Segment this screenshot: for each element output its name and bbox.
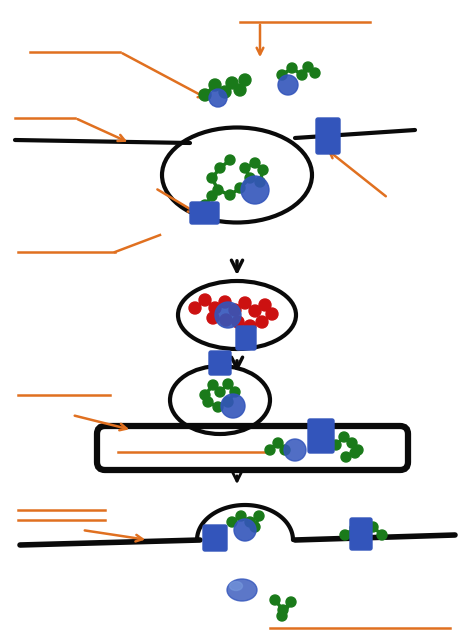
Circle shape [259,299,271,311]
Circle shape [223,379,233,389]
Circle shape [203,397,213,407]
Circle shape [310,68,320,78]
Circle shape [239,74,251,86]
Circle shape [258,165,268,175]
Circle shape [235,183,245,193]
Circle shape [200,200,210,210]
Circle shape [226,77,238,89]
FancyBboxPatch shape [203,525,227,551]
Circle shape [297,70,307,80]
Circle shape [353,445,363,455]
Circle shape [340,530,350,540]
Circle shape [286,597,296,607]
Circle shape [220,314,232,326]
Circle shape [266,308,278,320]
Circle shape [225,155,235,165]
Circle shape [270,595,280,605]
Circle shape [255,177,265,187]
Circle shape [341,452,351,462]
FancyBboxPatch shape [209,351,231,375]
Circle shape [199,294,211,306]
Circle shape [215,387,225,397]
Circle shape [189,302,201,314]
Circle shape [339,432,349,442]
Circle shape [199,89,211,101]
Circle shape [227,517,237,527]
Circle shape [284,439,306,461]
Circle shape [209,79,221,91]
FancyBboxPatch shape [316,118,340,154]
Circle shape [287,63,297,73]
Circle shape [230,387,240,397]
Circle shape [244,320,256,332]
Circle shape [280,445,290,455]
Circle shape [207,191,217,201]
FancyBboxPatch shape [190,202,219,224]
Circle shape [249,305,261,317]
Circle shape [245,517,255,527]
Ellipse shape [227,579,257,601]
Circle shape [250,522,260,532]
Circle shape [377,530,387,540]
Circle shape [213,402,223,412]
Circle shape [250,158,260,168]
Circle shape [245,173,255,183]
Circle shape [256,316,268,328]
Circle shape [360,530,370,540]
Circle shape [277,611,287,621]
Circle shape [219,86,231,98]
Circle shape [200,390,210,400]
Circle shape [213,185,223,195]
Circle shape [265,445,275,455]
Circle shape [234,519,256,541]
Circle shape [209,89,227,107]
FancyBboxPatch shape [350,518,372,550]
Circle shape [219,296,231,308]
Circle shape [368,522,378,532]
Circle shape [254,511,264,521]
Circle shape [278,75,298,95]
Circle shape [347,438,357,448]
Circle shape [215,163,225,173]
Circle shape [193,208,203,218]
Circle shape [277,70,287,80]
Circle shape [350,523,360,533]
Circle shape [208,380,218,390]
Ellipse shape [229,581,243,590]
Circle shape [234,84,246,96]
Circle shape [232,316,244,328]
Circle shape [241,176,269,204]
Circle shape [303,62,313,72]
Circle shape [273,438,283,448]
Circle shape [331,440,341,450]
Circle shape [207,312,219,324]
Circle shape [236,511,246,521]
FancyBboxPatch shape [236,326,256,350]
Circle shape [225,190,235,200]
FancyBboxPatch shape [308,419,334,453]
Circle shape [240,163,250,173]
Circle shape [278,605,288,615]
Circle shape [207,173,217,183]
Circle shape [239,297,251,309]
Circle shape [221,394,245,418]
Circle shape [209,302,221,314]
Circle shape [350,448,360,458]
Circle shape [229,304,241,316]
Circle shape [223,397,233,407]
Circle shape [215,302,241,328]
